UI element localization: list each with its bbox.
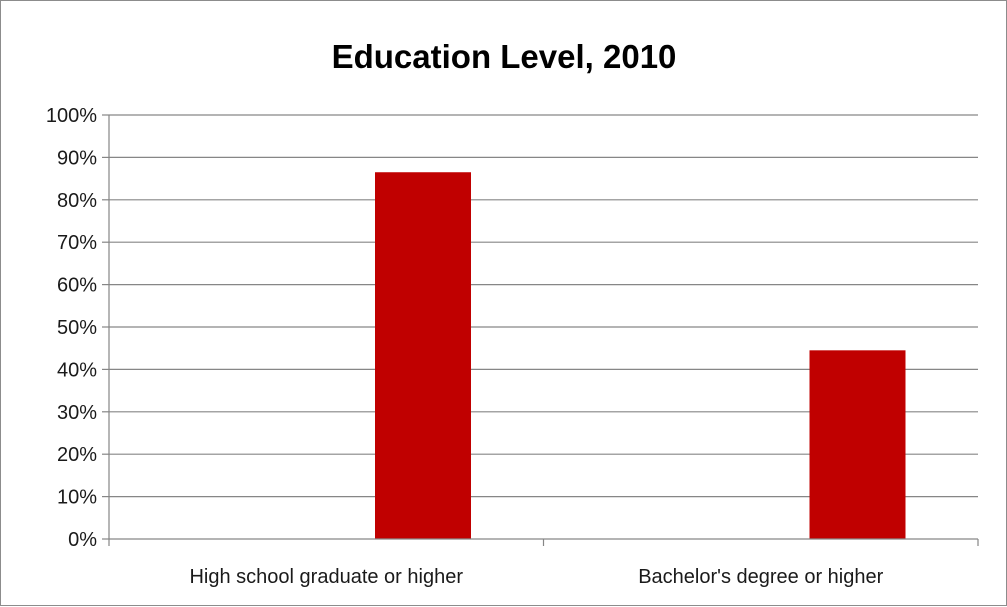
y-tick-label: 90% <box>57 147 97 169</box>
y-tick-label: 30% <box>57 402 97 424</box>
x-axis-labels: High school graduate or higher Bachelor's… <box>189 566 883 588</box>
bar <box>809 350 906 539</box>
bars <box>375 172 906 540</box>
x-category-label: Bachelor's degree or higher <box>638 566 883 588</box>
gridlines <box>109 114 978 498</box>
bar <box>375 172 471 540</box>
y-axis-ticks: 0% 10% 20% 30% 40% 50% 60% 70% 80% 90% 100% <box>46 105 109 551</box>
y-tick-label: 70% <box>57 232 97 254</box>
y-tick-label: 20% <box>57 444 97 466</box>
x-category-label: High school graduate or higher <box>189 566 463 588</box>
y-tick-label: 10% <box>57 487 97 509</box>
y-tick-label: 50% <box>57 317 97 339</box>
chart-title: Education Level, 2010 <box>332 38 677 75</box>
axes <box>108 115 979 546</box>
y-tick-label: 40% <box>57 359 97 381</box>
y-tick-label: 0% <box>68 529 97 551</box>
y-tick-label: 60% <box>57 275 97 297</box>
y-tick-label: 100% <box>46 105 97 127</box>
y-tick-label: 80% <box>57 190 97 212</box>
